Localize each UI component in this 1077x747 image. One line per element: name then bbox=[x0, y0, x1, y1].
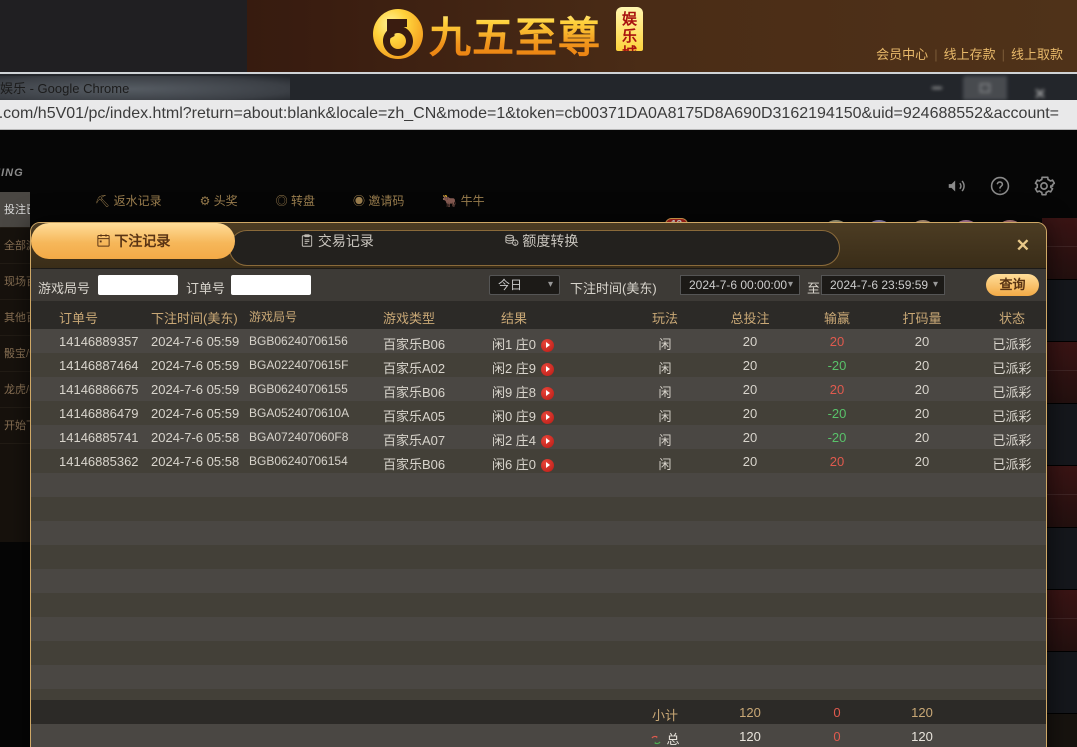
svg-text:$: $ bbox=[514, 241, 516, 245]
